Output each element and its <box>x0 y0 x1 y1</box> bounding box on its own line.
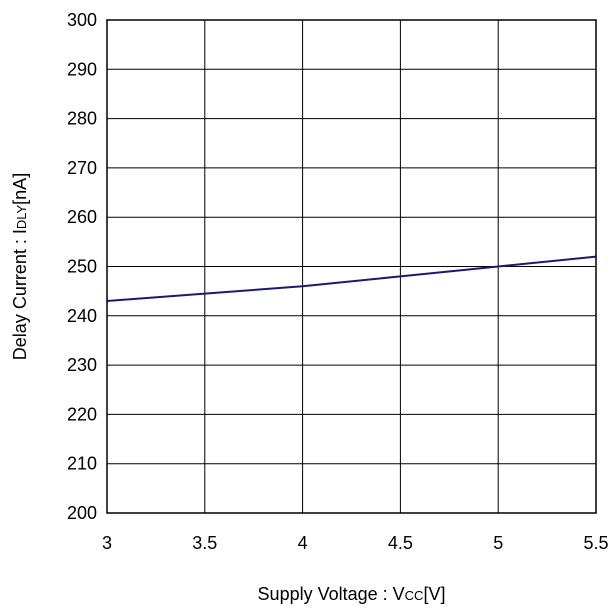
x-tick-labels: 3 3.5 4 4.5 5 5.5 <box>102 533 609 553</box>
x-tick-label: 3 <box>102 533 112 553</box>
grid <box>106 19 597 514</box>
y-tick-label: 240 <box>67 306 97 326</box>
x-tick-label: 5 <box>493 533 503 553</box>
x-axis-title-subscript: CC <box>405 588 424 603</box>
y-tick-label: 300 <box>67 10 97 30</box>
y-tick-label: 200 <box>67 503 97 523</box>
y-tick-labels: 200 210 220 230 240 250 260 270 280 290 300 <box>67 10 97 523</box>
y-axis-title-subscript: DLY <box>14 205 29 230</box>
y-tick-label: 290 <box>67 59 97 79</box>
x-tick-label: 5.5 <box>583 533 608 553</box>
y-tick-label: 210 <box>67 454 97 474</box>
x-axis-title: Supply Voltage : VCC[V] <box>258 584 446 604</box>
y-tick-label: 220 <box>67 404 97 424</box>
x-tick-label: 4.5 <box>388 533 413 553</box>
y-tick-label: 280 <box>67 109 97 129</box>
x-tick-label: 4 <box>298 533 308 553</box>
y-tick-label: 250 <box>67 257 97 277</box>
y-axis-title: Delay Current : IDLY[nA] <box>10 173 30 360</box>
y-axis-title-prefix: Delay Current : I <box>10 229 30 360</box>
x-axis-title-suffix: [V] <box>423 584 445 604</box>
y-tick-label: 230 <box>67 355 97 375</box>
y-tick-label: 260 <box>67 207 97 227</box>
y-tick-label: 270 <box>67 158 97 178</box>
x-axis-title-prefix: Supply Voltage : V <box>258 584 405 604</box>
plot-frame <box>106 19 597 514</box>
series-layer <box>106 255 597 303</box>
y-axis-title-suffix: [nA] <box>10 173 30 205</box>
series-line <box>106 255 597 303</box>
x-tick-label: 3.5 <box>192 533 217 553</box>
